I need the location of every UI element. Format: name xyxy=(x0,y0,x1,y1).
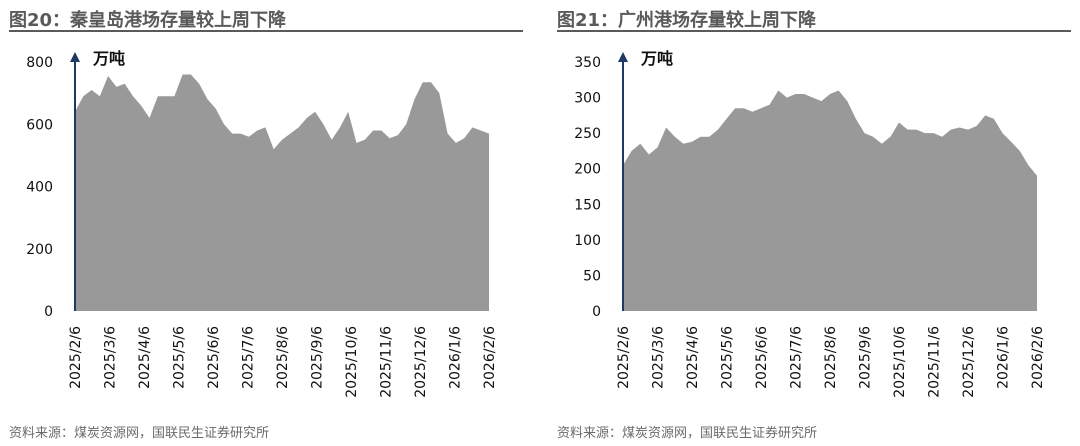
x-tick-label: 2025/2/6 xyxy=(616,326,632,389)
x-tick-label: 2025/5/6 xyxy=(720,326,736,389)
x-tick-label: 2026/1/6 xyxy=(996,326,1012,389)
chart-panel-qinhuangdao: 图20：秦皇岛港场存量较上周下降 万吨 0 200 400 600 800 2025/2/6… xyxy=(9,0,532,446)
y-tick-label: 0 xyxy=(592,304,601,320)
x-tick-label: 2025/5/6 xyxy=(172,326,188,389)
y-tick-label: 0 xyxy=(44,304,53,320)
x-tick-label: 2025/2/6 xyxy=(68,326,84,389)
x-tick-label: 2026/2/6 xyxy=(1030,326,1046,389)
title-divider xyxy=(557,30,1071,32)
x-tick-label: 2025/12/6 xyxy=(413,326,429,398)
x-tick-label: 2025/9/6 xyxy=(858,326,874,389)
title-divider xyxy=(9,30,523,32)
y-tick-label: 350 xyxy=(574,55,601,71)
source-note: 资料来源：煤炭资源网，国联民生证券研究所 xyxy=(557,426,818,441)
y-tick-label: 250 xyxy=(574,126,601,142)
x-tick-label: 2025/3/6 xyxy=(103,326,119,389)
y-tick-label: 200 xyxy=(574,162,601,178)
x-tick-label: 2025/12/6 xyxy=(961,326,977,398)
x-tick-label: 2025/8/6 xyxy=(275,326,291,389)
chart-panel-guangzhou: 图21：广州港场存量较上周下降 万吨 0 50 100 150 200 250 300 350 2… xyxy=(557,0,1080,446)
y-tick-label: 600 xyxy=(26,117,53,133)
area-chart-guangzhou: 万吨 0 50 100 150 200 250 300 350 2025/2/6 2025/3/6 2… xyxy=(574,49,1046,398)
area-chart-qinhuangdao: 万吨 0 200 400 600 800 2025/2/6 2025/3/6 2025/4/6 2… xyxy=(26,49,498,398)
y-tick-label: 400 xyxy=(26,180,53,196)
x-tick-label: 2025/11/6 xyxy=(927,326,943,398)
chart-title: 图20：秦皇岛港场存量较上周下降 xyxy=(9,10,287,31)
y-axis-arrow-icon xyxy=(70,52,80,62)
x-tick-label: 2025/7/6 xyxy=(789,326,805,389)
y-tick-label: 100 xyxy=(574,233,601,249)
x-tick-label: 2025/8/6 xyxy=(823,326,839,389)
y-tick-label: 150 xyxy=(574,197,601,213)
y-tick-label: 800 xyxy=(26,55,53,71)
x-tick-label: 2025/4/6 xyxy=(685,326,701,389)
x-tick-label: 2026/1/6 xyxy=(448,326,464,389)
x-tick-label: 2025/10/6 xyxy=(892,326,908,398)
unit-label: 万吨 xyxy=(92,49,125,68)
source-note: 资料来源：煤炭资源网，国联民生证券研究所 xyxy=(9,426,270,441)
x-tick-label: 2026/2/6 xyxy=(482,326,498,389)
chart-title: 图21：广州港场存量较上周下降 xyxy=(557,10,817,31)
x-tick-label: 2025/3/6 xyxy=(651,326,667,389)
x-tick-label: 2025/6/6 xyxy=(206,326,222,389)
unit-label: 万吨 xyxy=(640,49,673,68)
x-tick-label: 2025/7/6 xyxy=(241,326,257,389)
y-tick-label: 50 xyxy=(583,268,601,284)
y-tick-label: 300 xyxy=(574,91,601,107)
x-tick-label: 2025/4/6 xyxy=(137,326,153,389)
x-tick-label: 2025/11/6 xyxy=(379,326,395,398)
series-area xyxy=(623,90,1037,311)
series-area xyxy=(75,74,489,311)
x-tick-label: 2025/9/6 xyxy=(310,326,326,389)
x-tick-label: 2025/6/6 xyxy=(754,326,770,389)
y-tick-label: 200 xyxy=(26,242,53,258)
y-axis-arrow-icon xyxy=(618,52,628,62)
x-tick-label: 2025/10/6 xyxy=(344,326,360,398)
